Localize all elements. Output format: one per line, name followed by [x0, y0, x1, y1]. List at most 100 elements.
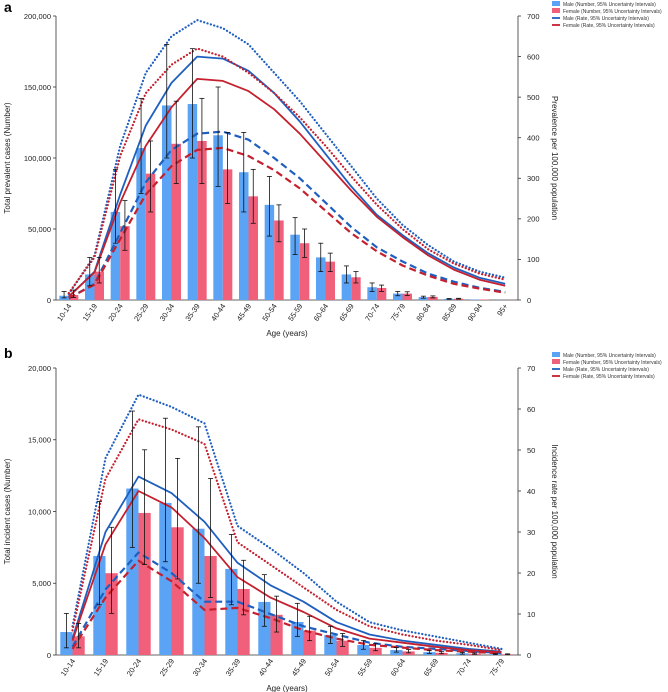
b-xtick-label: 75-79 — [488, 657, 506, 678]
a-female-rate-dashed-line — [68, 146, 506, 299]
b-ytick-label: 5,000 — [32, 579, 51, 588]
b-female-bar — [270, 614, 283, 655]
a-female-rate-solid-line — [68, 78, 506, 297]
legend-b-male-number-label: Male (Number, 95% Uncertainty Intervals) — [563, 353, 656, 359]
a-female-rate-dotted-line — [67, 47, 507, 295]
a-male-bar — [418, 297, 429, 300]
legend-b-male-rate-label: Male (Rate, 95% Uncertainty Intervals) — [563, 367, 649, 373]
a-female-bar — [376, 287, 387, 300]
a-female-bar — [94, 271, 104, 300]
a-female-bar — [171, 143, 181, 300]
b-ytick-label: 20,000 — [28, 364, 51, 373]
a-xtick-label: 55-59 — [286, 302, 304, 323]
b-xtick-label: 70-74 — [455, 657, 473, 678]
b-ytick-label: 10,000 — [28, 507, 51, 516]
b-male-bar — [324, 634, 337, 655]
a-female-bar — [428, 296, 438, 300]
b-xtick-label: 50-54 — [323, 657, 341, 678]
legend-b: Male (Number, 95% Uncertainty Intervals)… — [552, 352, 662, 380]
b-xtick-label: 65-69 — [422, 657, 440, 678]
b-female-bar — [303, 630, 316, 655]
a-male-bar — [136, 148, 146, 300]
a-male-bar — [187, 104, 198, 300]
b-xtick-label: 25-29 — [158, 657, 176, 678]
a-female-bar — [197, 140, 207, 300]
a-y2tick-label: 400 — [527, 134, 540, 143]
a-female-bar — [325, 261, 335, 300]
a-xtick-label: 85-89 — [440, 302, 458, 323]
b-female-bar — [369, 647, 382, 655]
b-y2tick-label: 50 — [527, 446, 535, 455]
b-y2tick-label: 30 — [527, 528, 535, 537]
legend-a-male-number-swatch — [552, 1, 560, 6]
a-female-bar — [222, 169, 233, 300]
a-x-axis-title: Age (years) — [266, 329, 308, 338]
a-y2tick-label: 500 — [527, 93, 540, 102]
b-male-bar — [357, 644, 370, 655]
b-male-rate-dotted-line — [71, 393, 503, 651]
a-male-bar — [393, 293, 403, 300]
a-female-bar — [402, 293, 412, 300]
a-y2tick-label: 200 — [527, 215, 540, 224]
b-xtick-label: 35-39 — [224, 657, 242, 678]
a-y2tick-label: 0 — [527, 296, 531, 305]
b-female-rate-dashed-line — [71, 559, 502, 655]
b-y2tick-label: 10 — [527, 610, 535, 619]
b-xtick-label: 40-44 — [257, 657, 275, 678]
b-y2tick-label: 40 — [527, 487, 535, 496]
b-y2tick-label: 70 — [527, 364, 535, 373]
legend-b-female-number-label: Female (Number, 95% Uncertainty Interval… — [563, 360, 662, 366]
b-ytick-label: 0 — [47, 651, 51, 660]
b-y-axis-title: Total incident cases (Number) — [3, 458, 12, 564]
b-male-bar — [93, 555, 106, 655]
legend-a-male-number-label: Male (Number, 95% Uncertainty Intervals) — [563, 2, 656, 8]
b-male-bar — [225, 568, 238, 655]
b-x-axis-title: Age (years) — [266, 684, 308, 692]
a-xtick-label: 50-54 — [260, 302, 278, 323]
a-female-bar — [120, 226, 130, 300]
legend-b-male-number-swatch — [552, 352, 560, 357]
b-male-rate-solid-line — [71, 475, 502, 653]
a-female-bar — [299, 243, 310, 300]
a-xtick-label: 75-79 — [389, 302, 407, 323]
b-xtick-label: 60-64 — [389, 657, 407, 678]
b-male-bar — [159, 502, 172, 655]
a-xtick-label: 60-64 — [312, 302, 330, 323]
a-y2tick-label: 100 — [527, 255, 540, 264]
b-xtick-label: 20-24 — [125, 657, 143, 678]
a-male-bar — [110, 211, 121, 300]
a-y2-axis-title: Prevalence per 100,000 population — [550, 96, 559, 220]
a-ytick-label: 200,000 — [24, 12, 51, 21]
a-xtick-label: 20-24 — [106, 302, 124, 323]
a-xtick-label: 25-29 — [132, 302, 150, 323]
a-xtick-label: 30-34 — [158, 302, 176, 323]
a-y2tick-label: 300 — [527, 174, 540, 183]
b-xtick-label: 45-49 — [290, 657, 308, 678]
b-male-bar — [258, 601, 271, 655]
legend-b-female-rate-label: Female (Rate, 95% Uncertainty Intervals) — [563, 374, 655, 380]
b-y2-axis-title: Incidence rate per 100,000 population — [550, 444, 559, 578]
a-xtick-label: 40-44 — [209, 302, 227, 323]
b-ytick-label: 15,000 — [28, 436, 51, 445]
a-xtick-label: 90-94 — [466, 302, 484, 323]
a-male-rate-dashed-line — [68, 130, 506, 300]
a-xtick-label: 80-84 — [414, 302, 432, 323]
b-y2tick-label: 0 — [527, 651, 531, 660]
a-ytick-label: 100,000 — [24, 154, 51, 163]
a-y2tick-label: 600 — [527, 52, 540, 61]
a-xtick-label: 35-39 — [183, 302, 201, 323]
b-female-bar — [105, 573, 118, 655]
legend-b-female-number-swatch — [552, 359, 560, 364]
legend-a-male-rate-label: Male (Rate, 95% Uncertainty Intervals) — [563, 16, 649, 22]
b-female-bar — [138, 512, 151, 655]
legend-a-female-number-label: Female (Number, 95% Uncertainty Interval… — [563, 9, 662, 15]
b-xtick-label: 55-59 — [356, 657, 374, 678]
a-female-bar — [274, 220, 284, 300]
panel-b-chart: 0 5,000 10,000 15,000 20,000 0 10 20 30 40 50 60 70 1… — [3, 364, 559, 692]
a-male-bar — [316, 257, 326, 300]
legend-a-female-number-swatch — [552, 8, 560, 13]
a-female-bar — [248, 196, 258, 300]
panel-a-label: a — [4, 0, 12, 15]
b-y2tick-label: 60 — [527, 405, 535, 414]
